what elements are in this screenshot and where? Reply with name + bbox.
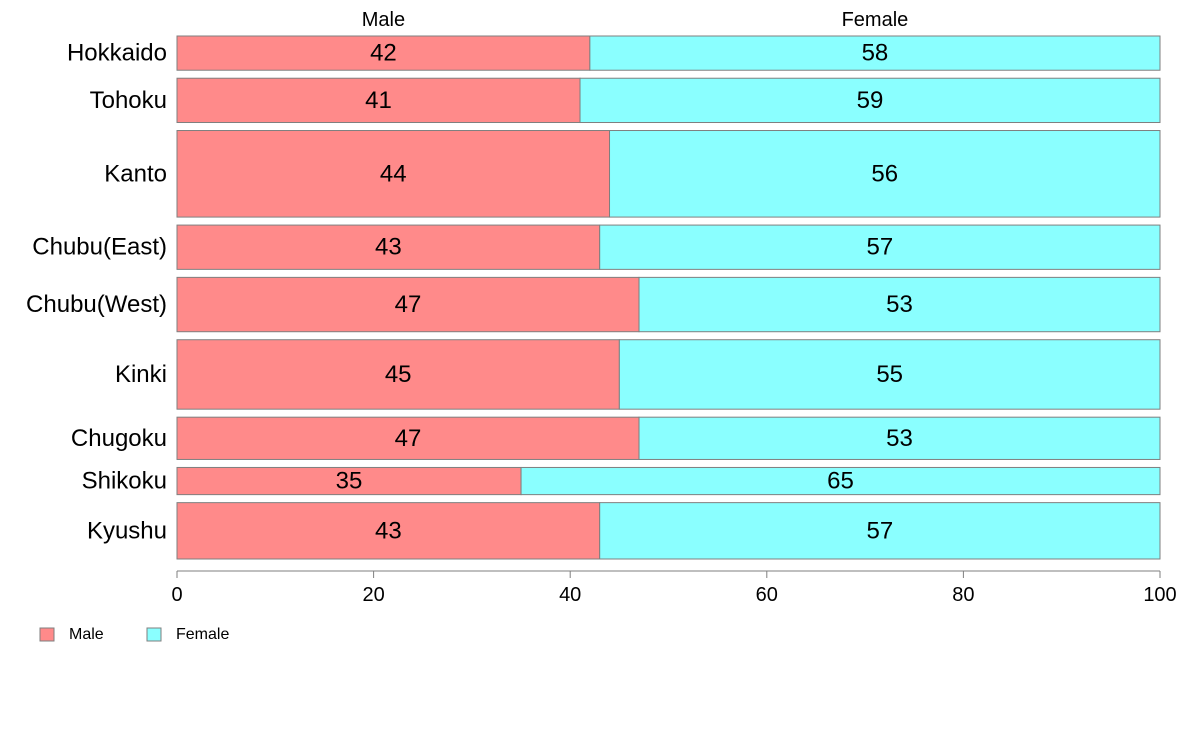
x-tick-label: 20 — [362, 584, 384, 606]
data-label-male: 42 — [370, 40, 397, 67]
category-label: Chugoku — [71, 425, 167, 452]
bar-female — [618, 339, 1161, 410]
legend-item-female: Female — [146, 626, 229, 643]
bar-male — [176, 502, 601, 560]
bar-row-shikoku: Shikoku 35 65 — [82, 466, 1161, 496]
category-label: Tohoku — [90, 87, 167, 114]
legend: Male Female — [39, 626, 229, 643]
column-headers: Male Female — [362, 9, 909, 31]
bar-row-kyushu: Kyushu 43 57 — [87, 502, 1161, 560]
category-label: Shikoku — [82, 468, 167, 495]
bar-row-kanto: Kanto 44 56 — [104, 130, 1161, 218]
bar-row-tohoku: Tohoku 41 59 — [90, 77, 1161, 124]
data-label-female: 53 — [886, 291, 913, 318]
bar-male — [176, 416, 640, 460]
category-label: Kinki — [115, 361, 167, 388]
data-label-female: 57 — [866, 234, 893, 261]
legend-label: Female — [176, 626, 229, 643]
data-label-female: 57 — [866, 517, 893, 544]
bar-female — [579, 77, 1161, 124]
bar-female — [520, 466, 1161, 496]
x-axis: 0 20 40 60 80 100 — [171, 570, 1177, 606]
legend-label: Male — [69, 626, 104, 643]
data-label-female: 56 — [871, 160, 898, 187]
bar-female — [599, 502, 1161, 560]
x-tick-label: 60 — [756, 584, 778, 606]
legend-swatch — [146, 627, 162, 642]
bar-female — [609, 130, 1161, 218]
data-label-female: 55 — [876, 361, 903, 388]
bar-female — [599, 224, 1161, 270]
bars: Hokkaido 42 58 Tohoku 41 59 Kanto 44 56 Chubu(Eas… — [26, 35, 1161, 560]
column-header-female: Female — [842, 9, 909, 31]
data-label-female: 53 — [886, 425, 913, 452]
data-label-female: 65 — [827, 468, 854, 495]
data-label-female: 59 — [857, 87, 884, 114]
bar-row-chugoku: Chugoku 47 53 — [71, 416, 1161, 460]
data-label-male: 44 — [380, 160, 407, 187]
bar-male — [176, 130, 611, 218]
legend-swatch — [39, 627, 55, 642]
data-label-male: 47 — [395, 291, 422, 318]
x-tick-label: 80 — [952, 584, 974, 606]
bar-female — [589, 35, 1161, 71]
category-label: Kanto — [104, 160, 167, 187]
data-label-male: 43 — [375, 234, 402, 261]
data-label-male: 43 — [375, 517, 402, 544]
x-tick-label: 100 — [1143, 584, 1176, 606]
bar-male — [176, 224, 601, 270]
bar-female — [638, 276, 1161, 333]
category-label: Kyushu — [87, 517, 167, 544]
legend-item-male: Male — [39, 626, 104, 643]
bar-male — [176, 77, 581, 124]
bar-row-chubu-east: Chubu(East) 43 57 — [32, 224, 1161, 270]
data-label-male: 47 — [395, 425, 422, 452]
bar-female — [638, 416, 1161, 460]
data-label-male: 45 — [385, 361, 412, 388]
category-label: Chubu(East) — [32, 234, 167, 261]
bar-row-kinki: Kinki 45 55 — [115, 339, 1161, 410]
data-label-male: 35 — [336, 468, 363, 495]
category-label: Hokkaido — [67, 40, 167, 67]
category-label: Chubu(West) — [26, 291, 167, 318]
column-header-male: Male — [362, 9, 405, 31]
data-label-male: 41 — [365, 87, 392, 114]
bar-row-chubu-west: Chubu(West) 47 53 — [26, 276, 1161, 333]
x-tick-label: 40 — [559, 584, 581, 606]
bar-row-hokkaido: Hokkaido 42 58 — [67, 35, 1161, 71]
bar-male — [176, 35, 591, 71]
bar-male — [176, 276, 640, 333]
x-tick-label: 0 — [171, 584, 182, 606]
data-label-female: 58 — [862, 40, 889, 67]
